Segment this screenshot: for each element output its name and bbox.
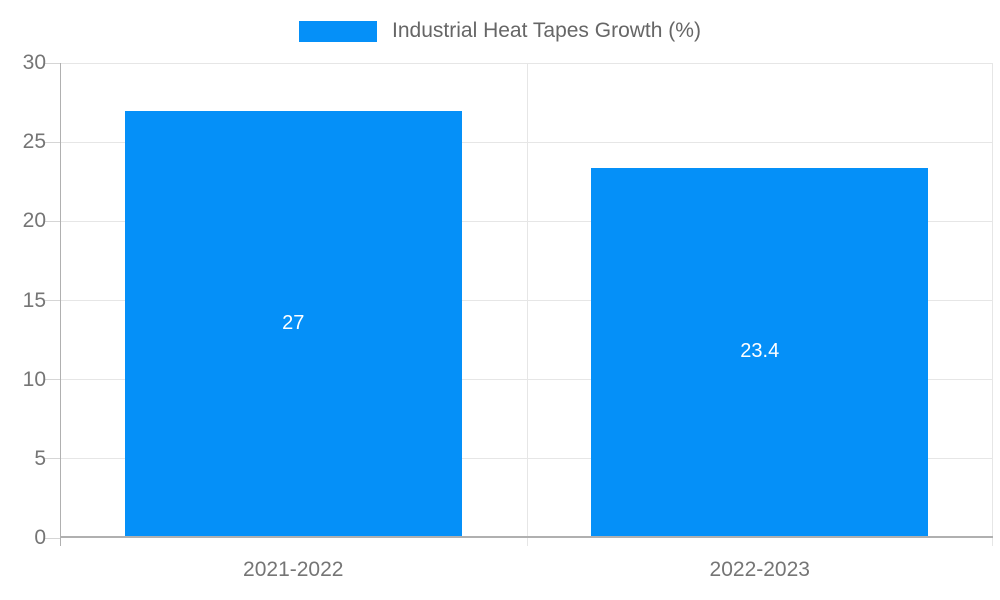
legend-label: Industrial Heat Tapes Growth (%): [392, 19, 701, 42]
y-axis-label-25: 25: [22, 130, 46, 154]
chart-legend: Industrial Heat Tapes Growth (%): [0, 19, 1000, 43]
category-separator-2: [992, 63, 993, 546]
y-axis-label-5: 5: [34, 446, 46, 470]
ytick-10: [45, 379, 60, 381]
ytick-0: [45, 537, 60, 539]
x-axis-label-2022-2023: 2022-2023: [709, 558, 810, 581]
y-axis-label-0: 0: [34, 526, 46, 549]
y-axis-line: [60, 63, 61, 546]
y-axis-label-15: 15: [22, 288, 46, 312]
x-axis-baseline: [60, 536, 993, 538]
ytick-25: [45, 141, 60, 143]
bar-2021-2022: 27: [124, 110, 462, 536]
category-separator-1: [526, 63, 528, 546]
ytick-30: [45, 62, 60, 64]
y-axis-label-30: 30: [22, 51, 46, 74]
ytick-15: [45, 300, 60, 301]
bar-value-label: 23.4: [740, 340, 780, 363]
y-axis-label-10: 10: [22, 367, 46, 391]
legend-swatch: [299, 20, 378, 42]
x-axis-label-2021-2022: 2021-2022: [243, 558, 344, 581]
plot-area: 0 5 10 15 20 25 30 27 23.4 2021-2022 2022-2023: [23, 51, 993, 581]
ytick-5: [45, 458, 60, 460]
ytick-20: [45, 220, 60, 222]
bar-2022-2023: 23.4: [591, 167, 929, 536]
y-axis-label-20: 20: [22, 209, 46, 233]
bar-value-label: 27: [282, 311, 305, 334]
